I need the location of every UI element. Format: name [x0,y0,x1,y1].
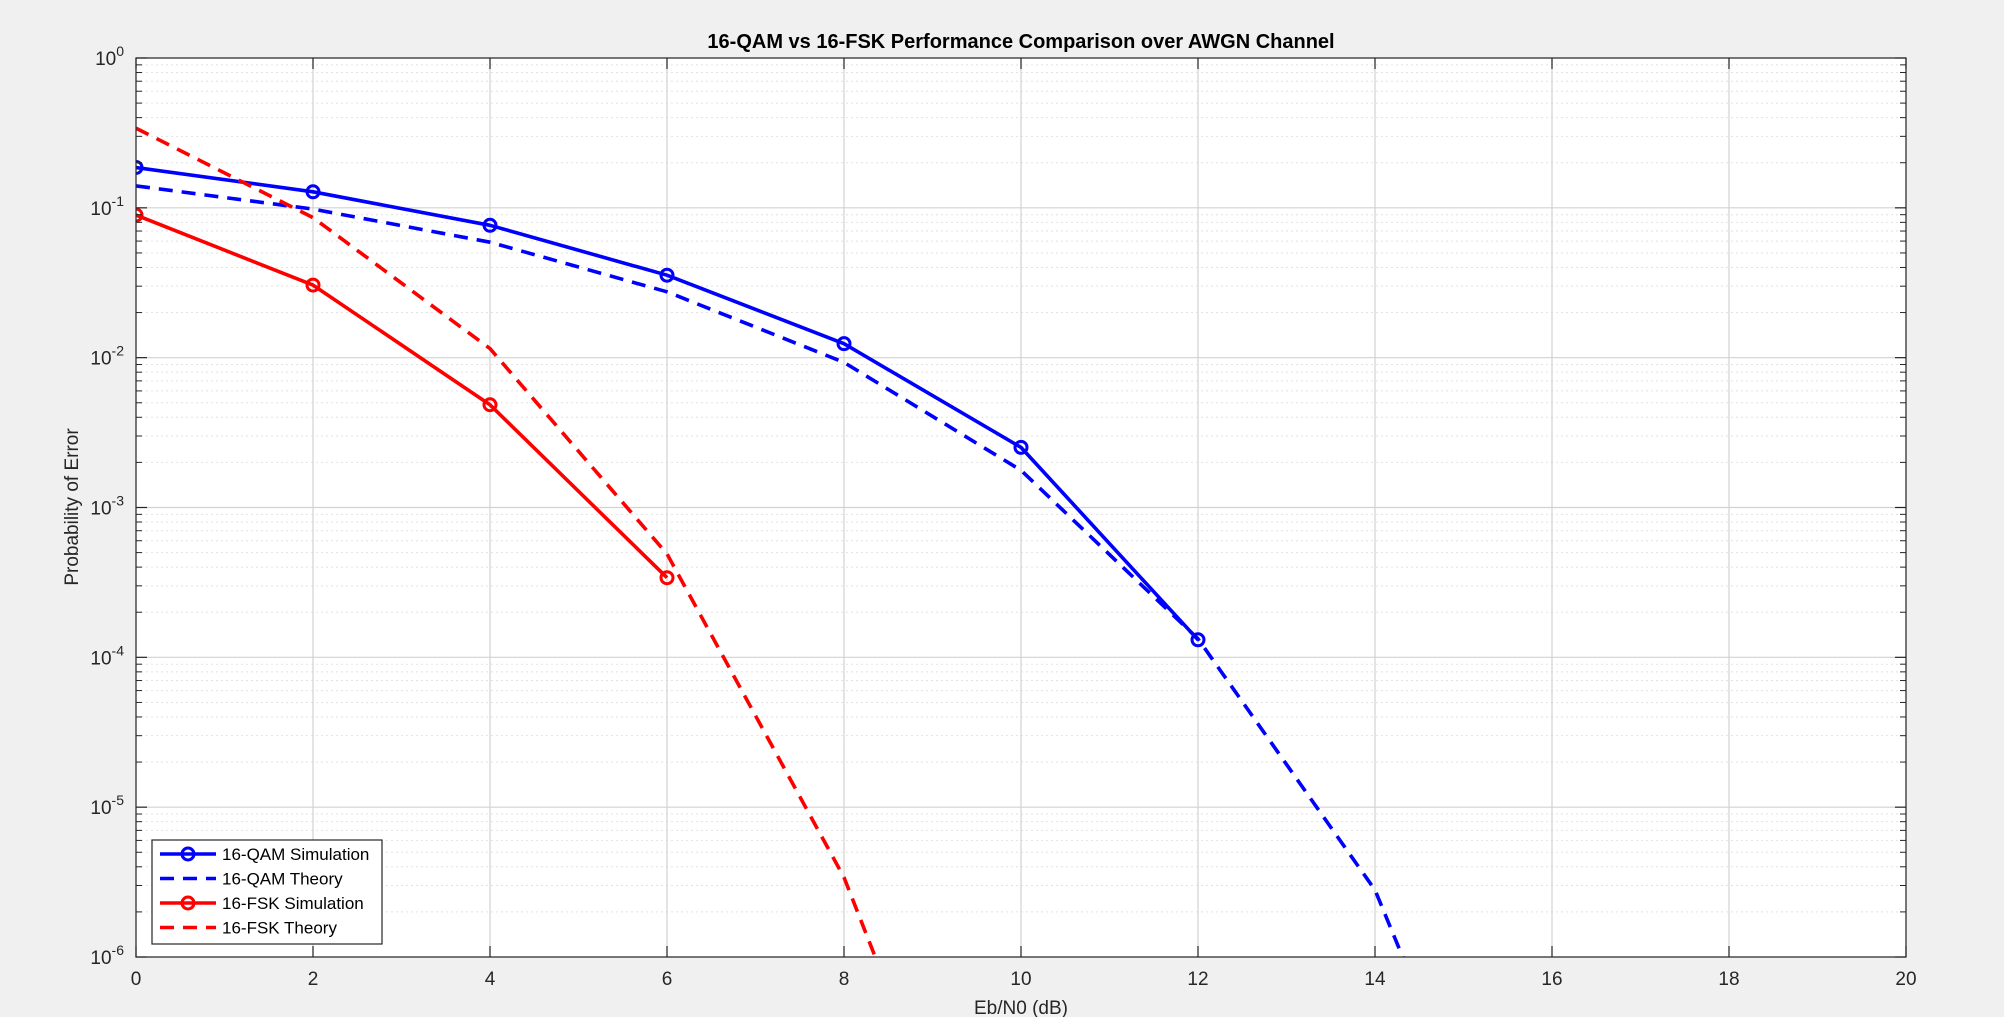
y-tick-label: 10-2 [90,343,124,370]
y-tick-label: 10-4 [90,642,124,669]
data-point [836,336,852,352]
y-tick-label: 10-5 [90,792,124,819]
y-tick-label: 10-6 [90,942,124,969]
y-tick-label-base: 10 [95,49,116,70]
x-tick-label: 4 [485,969,496,990]
series-line-16-fsk-theory [136,126,878,957]
x-tick-label: 0 [131,969,142,990]
data-point [659,267,675,283]
y-tick-label-exponent: -6 [112,942,125,958]
legend-label: 16-QAM Theory [222,870,343,889]
legend-label: 16-FSK Theory [222,919,337,938]
data-point [1190,632,1206,648]
x-tick-label: 6 [662,969,673,990]
series-line-16-qam-theory [136,184,1405,957]
chart-title: 16-QAM vs 16-FSK Performance Comparison … [707,31,1334,53]
data-point [482,397,498,413]
legend: 16-QAM Simulation 16-QAM Theory 16-FSK Sim… [151,839,383,945]
y-tick-label-exponent: -4 [112,642,125,658]
y-tick-label-base: 10 [90,199,111,220]
y-tick-label-exponent: -1 [112,193,125,209]
legend-marker [180,846,196,862]
series-group [136,126,1405,957]
series-clip-group [136,126,1405,957]
series-line-16-fsk-simulation [136,213,669,579]
y-tick-label-base: 10 [90,648,111,669]
y-tick-label-base: 10 [90,948,111,969]
x-axis-label: Eb/N0 (dB) [974,998,1068,1017]
data-point [305,277,321,293]
y-tick-label-exponent: -5 [112,792,125,808]
x-tick-label: 18 [1718,969,1739,990]
y-tick-label-exponent: -2 [112,343,125,359]
y-tick-label: 10-1 [90,193,124,220]
x-tick-label: 20 [1895,969,1916,990]
y-axis-label: Probability of Error [62,428,83,586]
x-tick-label: 2 [308,969,319,990]
x-tick-label: 14 [1364,969,1386,990]
x-tick-label: 8 [839,969,850,990]
data-point [482,217,498,233]
data-point [1013,439,1029,455]
legend-label: 16-FSK Simulation [222,894,364,913]
y-tick-label-base: 10 [90,798,111,819]
data-point [136,159,144,175]
data-point [659,570,675,586]
y-tick-label: 100 [95,43,124,70]
x-tick-label: 12 [1187,969,1208,990]
y-tick-label-exponent: 0 [116,43,124,59]
y-tick-label-exponent: -3 [112,493,125,509]
y-tick-label-base: 10 [90,499,111,520]
data-point [305,184,321,200]
y-tick-label-base: 10 [90,349,111,370]
legend-label: 16-QAM Simulation [222,845,369,864]
legend-marker [180,895,196,911]
y-tick-label: 10-3 [90,493,124,520]
x-tick-label: 16 [1541,969,1562,990]
series-line-16-qam-simulation [136,165,1200,642]
x-tick-label: 10 [1010,969,1031,990]
